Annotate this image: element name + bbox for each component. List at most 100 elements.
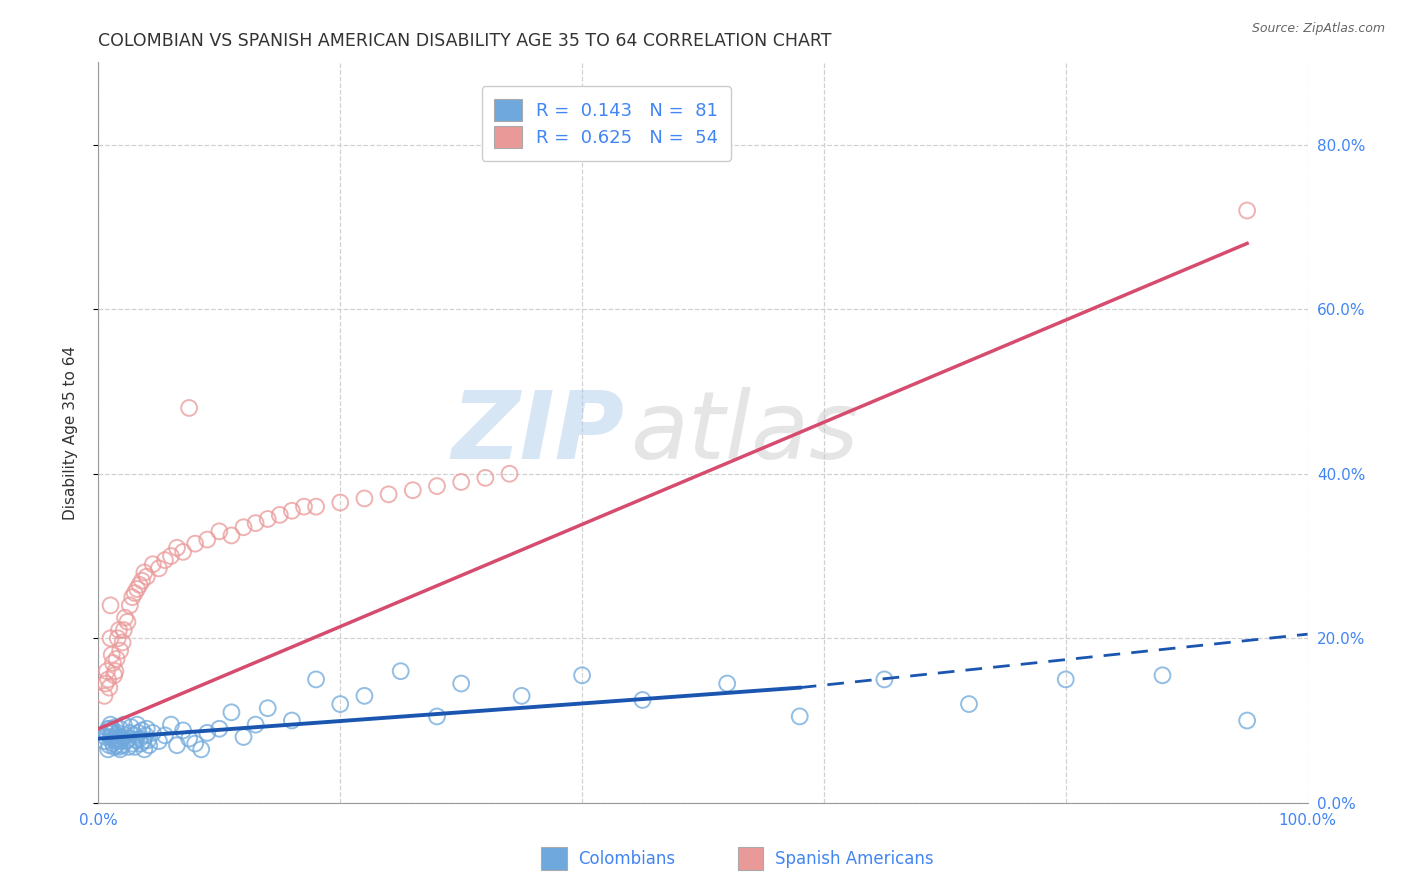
- Text: COLOMBIAN VS SPANISH AMERICAN DISABILITY AGE 35 TO 64 CORRELATION CHART: COLOMBIAN VS SPANISH AMERICAN DISABILITY…: [98, 32, 832, 50]
- Point: [160, 717, 183, 731]
- Y-axis label: Disability Age 35 to 64: Disability Age 35 to 64: [63, 345, 77, 520]
- Point: [94, 676, 117, 690]
- Point: [111, 635, 134, 649]
- Point: [134, 566, 156, 580]
- Point: [172, 723, 194, 738]
- Point: [96, 664, 118, 678]
- Point: [957, 697, 980, 711]
- Point: [108, 623, 131, 637]
- Point: [93, 689, 115, 703]
- Point: [121, 590, 143, 604]
- Point: [100, 717, 122, 731]
- Point: [103, 731, 125, 746]
- Point: [124, 739, 146, 754]
- Point: [184, 737, 207, 751]
- Point: [127, 582, 149, 596]
- Point: [1236, 714, 1258, 728]
- Point: [631, 693, 654, 707]
- Point: [103, 668, 125, 682]
- Point: [101, 737, 124, 751]
- Text: Source: ZipAtlas.com: Source: ZipAtlas.com: [1251, 22, 1385, 36]
- Point: [292, 500, 315, 514]
- Point: [166, 541, 188, 555]
- Point: [100, 726, 122, 740]
- Point: [108, 739, 131, 754]
- Point: [426, 479, 449, 493]
- Point: [1054, 673, 1077, 687]
- Point: [160, 549, 183, 563]
- Point: [93, 734, 115, 748]
- Point: [105, 738, 128, 752]
- Point: [100, 648, 122, 662]
- Point: [329, 697, 352, 711]
- Point: [389, 664, 412, 678]
- Point: [127, 717, 149, 731]
- Point: [112, 717, 135, 731]
- Point: [190, 742, 212, 756]
- Point: [716, 676, 738, 690]
- Point: [450, 475, 472, 489]
- Point: [232, 730, 254, 744]
- Point: [131, 723, 153, 738]
- Point: [112, 623, 135, 637]
- Point: [104, 720, 127, 734]
- Point: [108, 731, 131, 746]
- Point: [127, 726, 149, 740]
- Point: [138, 738, 160, 752]
- Point: [104, 734, 127, 748]
- Point: [136, 733, 159, 747]
- Point: [124, 586, 146, 600]
- Point: [221, 528, 243, 542]
- Point: [117, 615, 139, 629]
- Point: [269, 508, 291, 522]
- Point: [118, 599, 141, 613]
- Point: [1152, 668, 1174, 682]
- Point: [118, 726, 141, 740]
- Point: [96, 726, 118, 740]
- Legend: R =  0.143   N =  81, R =  0.625   N =  54: R = 0.143 N = 81, R = 0.625 N = 54: [482, 87, 731, 161]
- Point: [142, 558, 165, 572]
- Point: [107, 726, 129, 740]
- Point: [135, 569, 157, 583]
- Point: [108, 643, 131, 657]
- Point: [195, 533, 218, 547]
- Point: [105, 652, 128, 666]
- Point: [118, 739, 141, 754]
- Point: [97, 673, 120, 687]
- Point: [789, 709, 811, 723]
- Point: [135, 728, 157, 742]
- Point: [120, 720, 142, 734]
- Point: [98, 738, 121, 752]
- Point: [153, 728, 176, 742]
- Point: [402, 483, 425, 498]
- Point: [245, 717, 267, 731]
- Point: [125, 733, 148, 747]
- Point: [101, 723, 124, 738]
- Point: [450, 676, 472, 690]
- Point: [305, 673, 328, 687]
- Text: atlas: atlas: [630, 387, 859, 478]
- Point: [148, 734, 170, 748]
- Point: [115, 734, 138, 748]
- Point: [97, 722, 120, 736]
- Point: [107, 734, 129, 748]
- Point: [114, 610, 136, 624]
- Point: [498, 467, 520, 481]
- Point: [256, 701, 278, 715]
- Point: [111, 730, 134, 744]
- Text: Colombians: Colombians: [578, 849, 675, 868]
- Point: [208, 722, 231, 736]
- Point: [172, 545, 194, 559]
- Point: [153, 553, 176, 567]
- Point: [101, 656, 124, 670]
- Point: [179, 401, 201, 415]
- Point: [474, 471, 496, 485]
- Point: [108, 722, 131, 736]
- Point: [142, 726, 165, 740]
- Text: Spanish Americans: Spanish Americans: [775, 849, 934, 868]
- Text: ZIP: ZIP: [451, 386, 624, 479]
- Point: [121, 737, 143, 751]
- Point: [97, 742, 120, 756]
- Point: [873, 673, 896, 687]
- Point: [179, 731, 201, 746]
